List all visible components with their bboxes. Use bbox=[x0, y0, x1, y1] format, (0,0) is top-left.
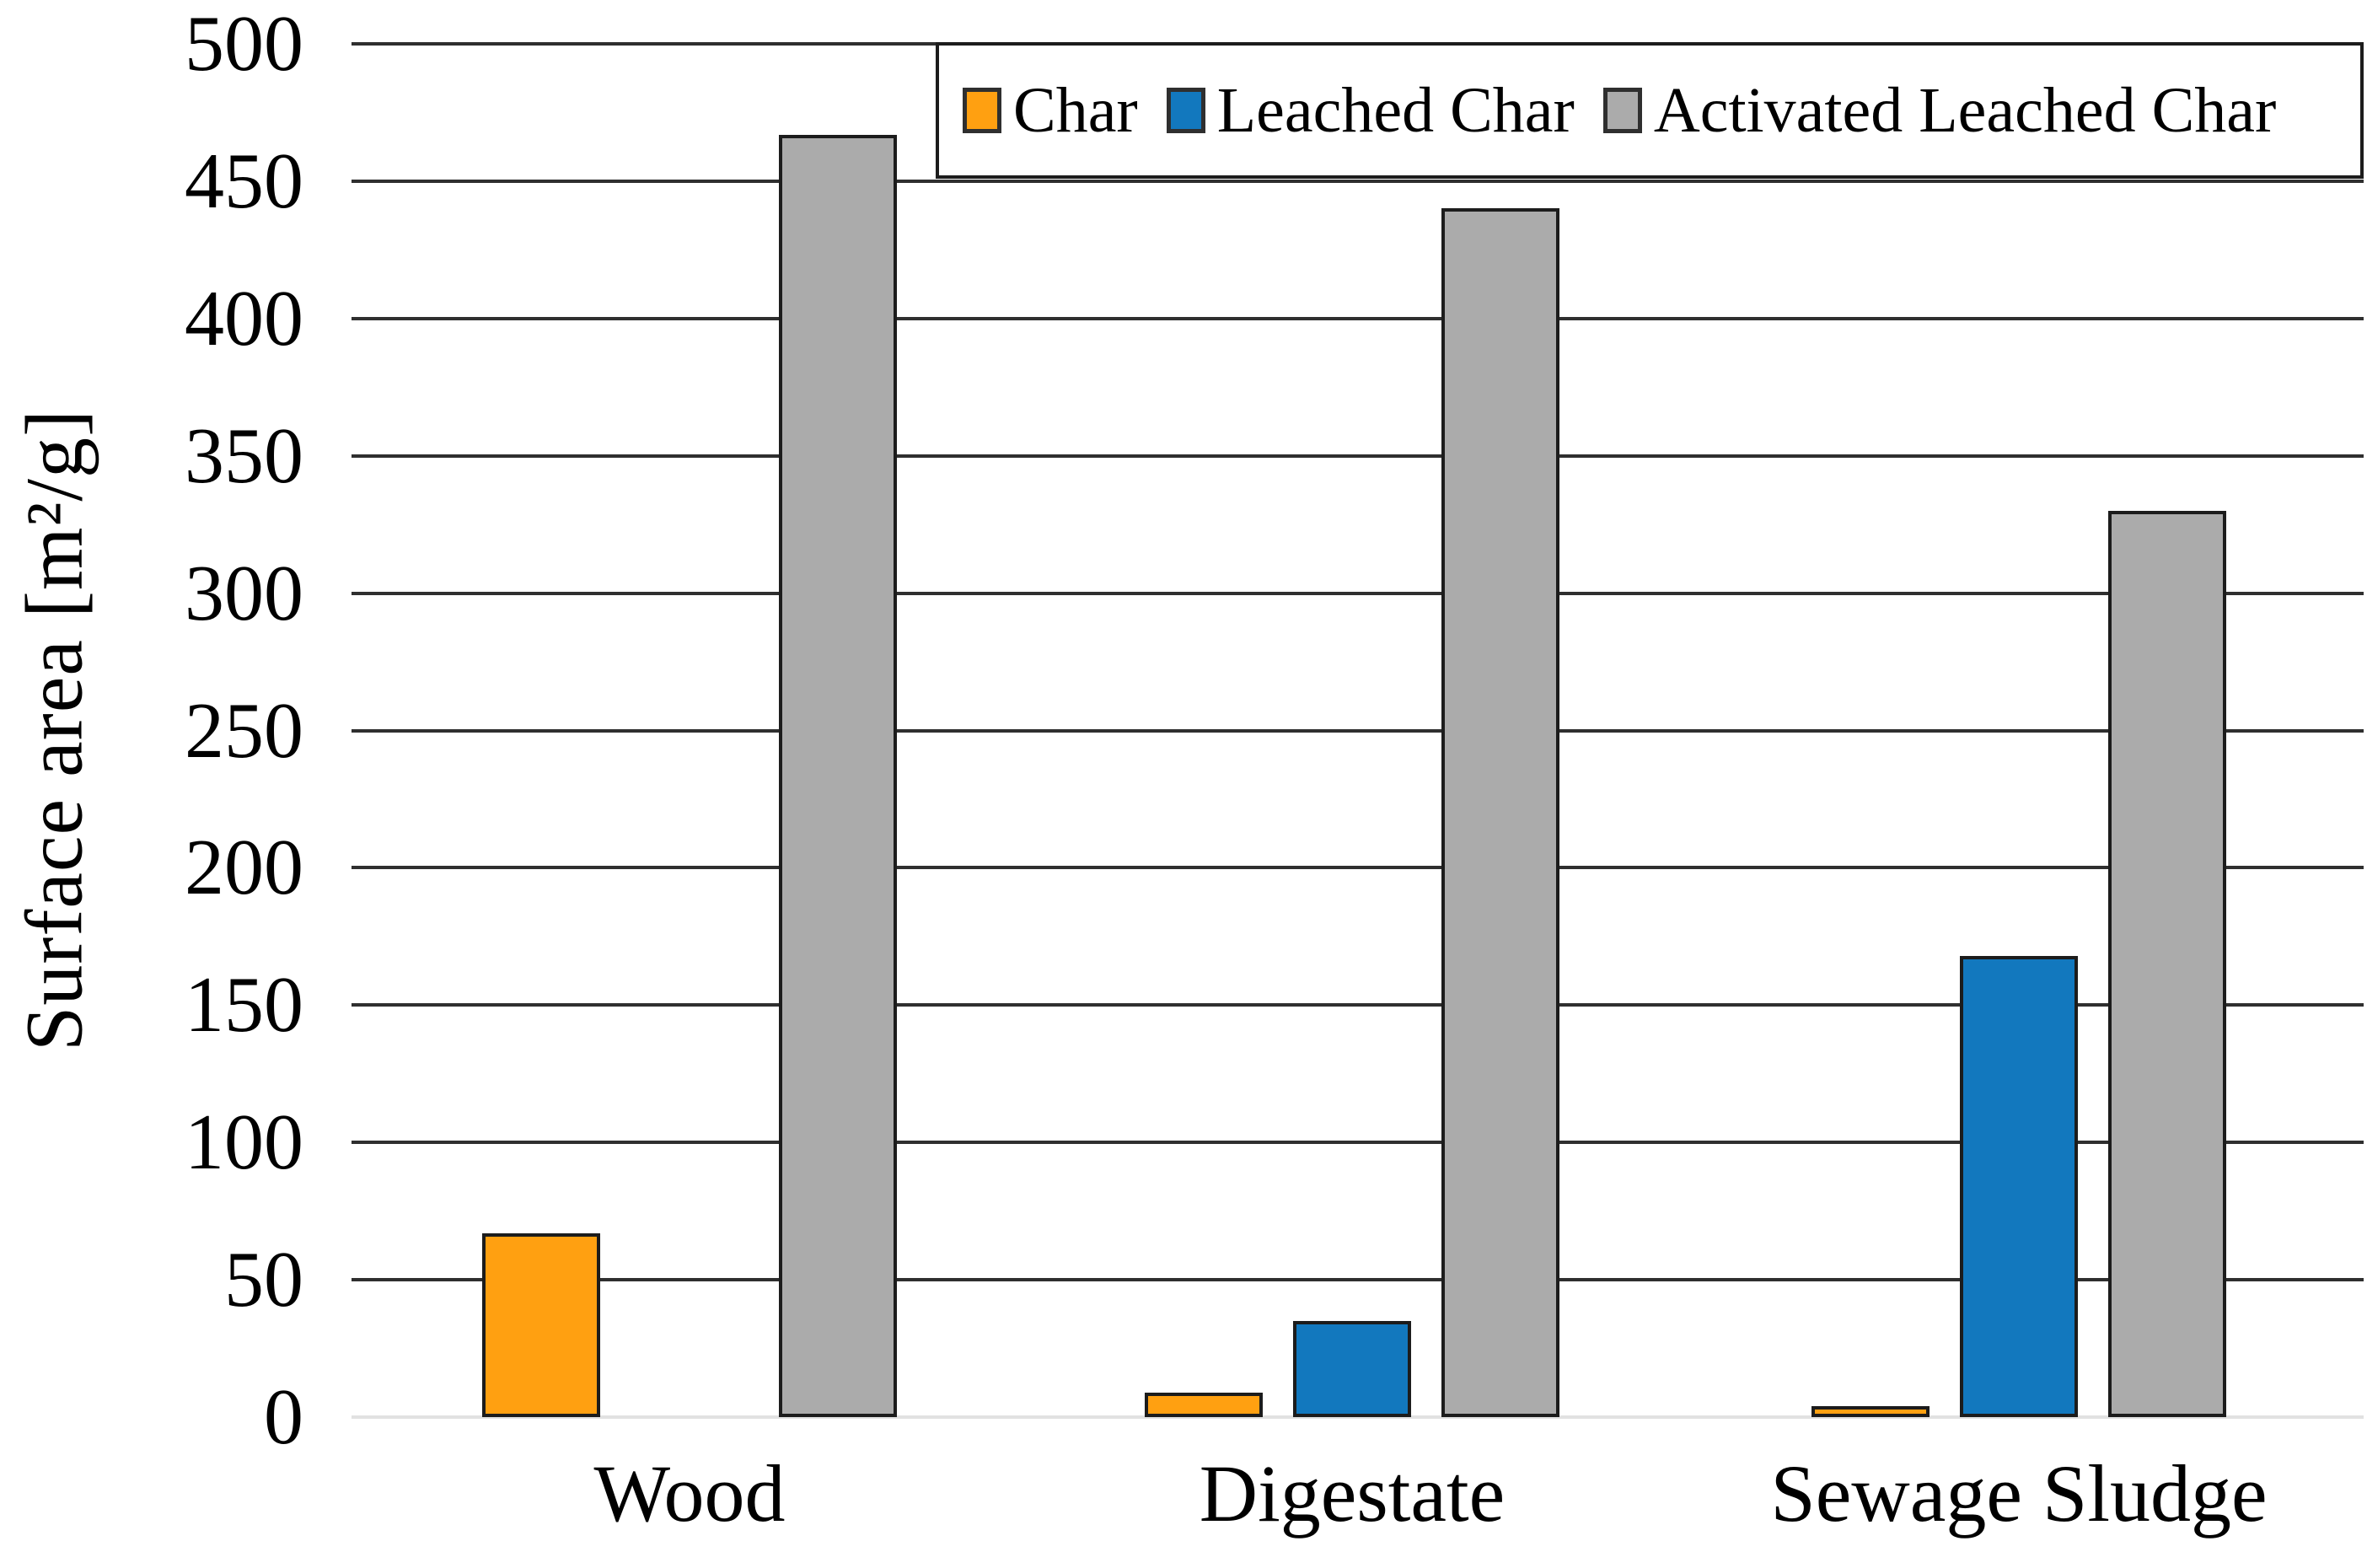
y-tick-label: 350 bbox=[185, 411, 303, 500]
y-tick-label: 150 bbox=[185, 961, 303, 1050]
bar-activated-leached-char bbox=[1441, 208, 1559, 1417]
gridline bbox=[352, 179, 2364, 183]
x-category-label-digestate: Digestate bbox=[1199, 1448, 1506, 1538]
y-tick-label: 50 bbox=[224, 1236, 303, 1324]
legend-swatch-icon bbox=[1602, 88, 1642, 133]
plot-area bbox=[352, 42, 2364, 1419]
y-tick-label: 0 bbox=[264, 1373, 303, 1461]
gridline bbox=[352, 866, 2364, 870]
bar-char bbox=[1145, 1392, 1263, 1417]
y-tick-label: 500 bbox=[185, 0, 303, 88]
legend-swatch-icon bbox=[963, 88, 1001, 133]
legend-swatch-icon bbox=[1166, 88, 1205, 133]
legend-item-activated-leached-char: Activated Leached Char bbox=[1602, 75, 2277, 146]
legend-label: Leached Char bbox=[1216, 75, 1575, 146]
gridline bbox=[352, 1003, 2364, 1007]
gridline bbox=[352, 728, 2364, 733]
legend-item-char: Char bbox=[963, 78, 1138, 142]
x-category-label-wood: Wood bbox=[593, 1448, 786, 1538]
bar-group-wood bbox=[482, 44, 897, 1417]
legend-label: Char bbox=[1013, 75, 1138, 146]
legend-label: Activated Leached Char bbox=[1653, 75, 2277, 146]
gridline bbox=[352, 316, 2364, 320]
bar-char bbox=[482, 1232, 600, 1417]
gridline bbox=[352, 1278, 2364, 1282]
y-axis-tick-labels: 500 450 400 350 300 250 200 150 100 50 0 bbox=[0, 4, 303, 1457]
legend-item-leached-char: Leached Char bbox=[1166, 75, 1575, 146]
y-tick-label: 250 bbox=[185, 686, 303, 775]
bar-activated-leached-char bbox=[779, 134, 897, 1417]
y-tick-label: 200 bbox=[185, 824, 303, 912]
bar-group-sewage-sludge bbox=[1811, 44, 2226, 1417]
bar-leached-char bbox=[1293, 1320, 1411, 1417]
bar-activated-leached-char bbox=[2108, 510, 2226, 1417]
bar-group-digestate bbox=[1145, 44, 1559, 1417]
gridline bbox=[352, 591, 2364, 595]
y-tick-label: 400 bbox=[185, 274, 303, 362]
legend: Char Leached Char Activated Leached Char bbox=[936, 42, 2364, 179]
x-axis-baseline bbox=[352, 1415, 2364, 1419]
gridline bbox=[352, 454, 2364, 458]
y-tick-label: 450 bbox=[185, 137, 303, 225]
gridline bbox=[352, 1141, 2364, 1145]
y-tick-label: 300 bbox=[185, 549, 303, 637]
y-tick-label: 100 bbox=[185, 1098, 303, 1187]
bar-leached-char bbox=[1960, 955, 2078, 1417]
x-category-label-sewage-sludge: Sewage Sludge bbox=[1770, 1448, 2268, 1538]
bar-char bbox=[1811, 1405, 1930, 1417]
